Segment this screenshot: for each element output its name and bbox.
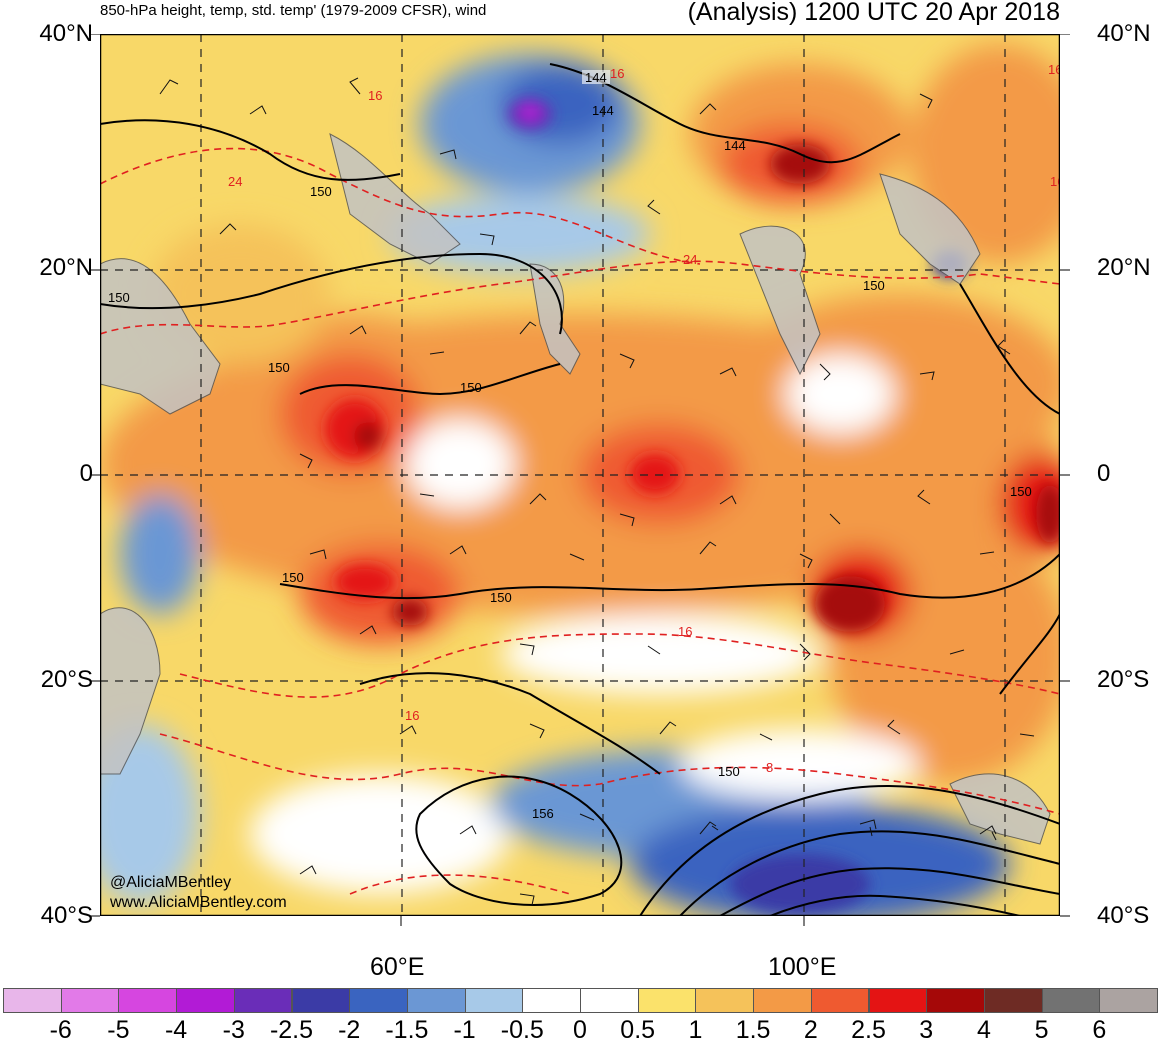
colorbar-label: -1.5 (385, 1016, 429, 1044)
lat-label-40n-right: 40°N (1097, 20, 1151, 47)
temp-label: 16 (368, 88, 382, 103)
lat-label-20n-right: 20°N (1097, 254, 1151, 281)
frame-ticks (90, 34, 1070, 926)
height-label: 144 (592, 103, 614, 118)
colorbar-swatch (580, 988, 639, 1013)
height-label: 150 (863, 278, 885, 293)
temp-label: 24 (228, 174, 242, 189)
colorbar-swatch (118, 988, 178, 1013)
colorbar-swatch (233, 988, 293, 1013)
temp-label: 8 (766, 760, 773, 775)
colorbar-label: -2.5 (269, 1016, 314, 1044)
lat-label-20s-right: 20°S (1097, 666, 1150, 693)
colorbar-swatch (291, 988, 351, 1013)
colorbar-label: -1 (453, 1016, 476, 1044)
colorbar-label: 2 (803, 1016, 818, 1044)
height-contours (100, 63, 1060, 916)
colorbar-label: -2 (338, 1016, 361, 1044)
colorbar-label: 0.5 (620, 1016, 656, 1044)
temp-label: 16 (610, 66, 624, 81)
colorbar-label: 3 (919, 1016, 934, 1044)
height-label: 150 (310, 184, 332, 199)
credit-website: www.AliciaMBentley.com (110, 894, 287, 911)
temperature-contour-labels: 16 16 16 16 16 16 24 24 8 (228, 62, 1060, 775)
lat-label-20n: 20°N (39, 254, 93, 281)
height-label: 150 (268, 360, 290, 375)
colorbar-label: -0.5 (500, 1016, 544, 1044)
height-label: 150 (108, 290, 130, 305)
height-label: 144 (724, 138, 746, 153)
lat-label-0: 0 (79, 460, 93, 487)
map-title-right: (Analysis) 1200 UTC 20 Apr 2018 (687, 0, 1060, 26)
wind-barbs (159, 77, 1035, 906)
colorbar-swatch (868, 988, 928, 1013)
colorbar-swatch (810, 988, 870, 1013)
height-label: 150 (718, 764, 740, 779)
colorbar-swatch (926, 988, 985, 1013)
colorbar-swatch (60, 988, 120, 1013)
colorbar-swatch (176, 988, 235, 1013)
colorbar-swatch (695, 988, 755, 1013)
colorbar-label: 6 (1092, 1016, 1107, 1044)
height-label: 150 (1010, 484, 1032, 499)
height-label: 150 (490, 590, 512, 605)
lat-label-0-right: 0 (1097, 460, 1111, 487)
colorbar-label: -5 (107, 1016, 130, 1044)
colorbar-label: -6 (49, 1016, 72, 1044)
lat-label-40n: 40°N (39, 20, 93, 47)
colorbar-swatch (406, 988, 466, 1013)
land-areas (100, 133, 1051, 845)
colorbar-swatch (983, 988, 1043, 1013)
colorbar-swatch (1099, 988, 1158, 1013)
temp-label: 16 (405, 708, 419, 723)
height-label: 144 (585, 70, 607, 85)
colorbar-label: 2.5 (851, 1016, 886, 1044)
temperature-contours (100, 147, 1060, 895)
map-title-left: 850-hPa height, temp, std. temp' (1979-2… (100, 2, 487, 19)
colorbar-swatch (522, 988, 581, 1013)
colorbar-label: 0 (573, 1016, 587, 1044)
graticule (100, 34, 1060, 916)
temp-label: 24 (683, 252, 697, 267)
colorbar-label: -3 (222, 1016, 245, 1044)
colorbar-swatch (637, 988, 697, 1013)
temp-label: 16 (1050, 174, 1060, 189)
lat-label-20s: 20°S (40, 666, 93, 693)
colorbar-swatch (1041, 988, 1101, 1013)
lat-label-40s: 40°S (40, 902, 93, 929)
colorbar-swatch (349, 988, 408, 1013)
colorbar-swatch (464, 988, 524, 1013)
height-label: 150 (282, 570, 304, 585)
height-contour-labels: 144 144 144 150 150 150 150 150 150 150 … (108, 70, 1032, 821)
colorbar-swatch (3, 988, 62, 1013)
colorbar-swatch (753, 988, 812, 1013)
weather-map: 144 144 144 150 150 150 150 150 150 150 … (100, 34, 1060, 916)
lat-label-40s-right: 40°S (1097, 902, 1150, 929)
colorbar-label: 1.5 (735, 1016, 771, 1044)
lon-label-100e: 100°E (768, 953, 837, 981)
lon-label-60e: 60°E (370, 953, 425, 981)
map-frame (100, 34, 1060, 916)
height-label: 150 (460, 380, 482, 395)
height-label: 156 (532, 806, 554, 821)
temp-label: 16 (678, 624, 692, 639)
colorbar-label: -4 (164, 1016, 188, 1044)
colorbar-label: 4 (976, 1016, 991, 1044)
temp-label: 16 (1048, 62, 1060, 77)
colorbar-label: 5 (1034, 1016, 1049, 1044)
credit-handle: @AliciaMBentley (110, 874, 232, 891)
colorbar-label: 1 (688, 1016, 703, 1044)
